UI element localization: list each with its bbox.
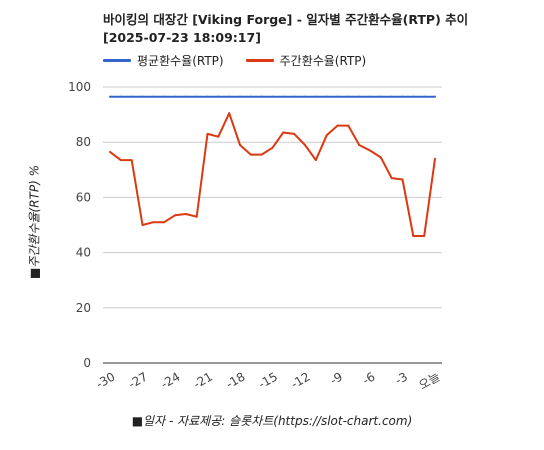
legend-item-average[interactable]: 평균환수율(RTP) [103,52,224,69]
x-tick-label: -24 [159,369,183,391]
data-point-s1-29 [423,235,426,238]
data-point-s0-4 [152,95,155,98]
chart-title-line1: 바이킹의 대장간 [Viking Forge] - 일자별 주간환수율(RTP)… [103,12,469,27]
data-point-s1-13 [249,153,252,156]
x-tick-label: -30 [94,369,118,391]
data-point-s1-16 [282,131,285,134]
data-point-s1-27 [401,178,404,181]
x-tick-label: -9 [328,369,345,387]
y-axis-title: ■주간환수율(RTP) % [27,164,42,280]
data-point-s0-10 [217,95,220,98]
legend-label-average: 평균환수율(RTP) [137,54,224,68]
chart-title-line2: [2025-07-23 18:09:17] [103,30,261,45]
data-point-s1-9 [206,132,209,135]
x-tick-label: -27 [126,369,150,391]
data-point-s0-15 [271,95,274,98]
data-point-s1-25 [379,156,382,159]
data-point-s0-21 [336,95,339,98]
data-point-s0-9 [206,95,209,98]
data-point-s1-20 [325,134,328,137]
data-point-s0-24 [369,95,371,98]
series-layer [109,95,436,238]
chart-legend: 평균환수율(RTP) 주간환수율(RTP) [103,52,366,69]
data-point-s1-4 [152,221,155,224]
y-tick-label: 100 [68,80,91,94]
data-point-s1-21 [336,124,339,127]
data-point-s0-8 [195,95,198,98]
data-point-s0-11 [228,95,231,98]
data-point-s1-18 [304,143,306,146]
chart-title: 바이킹의 대장간 [Viking Forge] - 일자별 주간환수율(RTP)… [103,11,468,47]
data-point-s0-5 [163,95,166,98]
data-point-s1-6 [174,214,176,217]
data-point-s1-0 [109,150,111,153]
data-point-s0-18 [304,95,306,98]
data-point-s0-6 [174,95,176,98]
data-point-s0-7 [184,95,187,98]
data-point-s0-12 [239,95,241,98]
data-point-s1-3 [141,224,144,226]
series-line-1 [109,112,436,237]
y-tick-labels: 0 20 40 60 80 100 [68,80,91,370]
y-tick-label: 40 [76,246,91,260]
data-point-s0-27 [401,95,404,98]
data-point-s0-26 [390,95,393,98]
data-point-s0-22 [347,95,350,98]
y-tick-label: 80 [76,135,91,149]
legend-label-weekly: 주간환수율(RTP) [279,54,367,68]
data-point-s0-29 [423,95,426,98]
legend-swatch-weekly [245,59,274,62]
data-point-s1-5 [163,221,166,224]
data-point-s1-8 [195,215,198,218]
data-point-s1-7 [184,212,187,215]
data-point-s0-14 [260,95,263,98]
x-tick-label: -3 [393,369,410,387]
y-tick-label: 60 [76,190,91,204]
data-point-s0-19 [314,95,317,98]
data-point-s0-23 [358,95,361,98]
data-point-s1-14 [260,153,263,156]
data-point-s1-28 [412,235,415,238]
x-tick-label: 오늘 [416,369,442,392]
data-point-s0-16 [282,95,285,98]
data-point-s0-28 [412,95,415,98]
data-point-s1-12 [239,143,241,146]
data-point-s1-30 [434,157,436,160]
data-point-s1-22 [347,124,350,127]
data-point-s1-24 [369,149,371,152]
x-tick-label: -12 [289,369,313,391]
data-point-s1-1 [119,159,122,162]
x-axis-title: ■일자 - 자료제공: 슬롯차트(https://slot-chart.com) [131,414,413,428]
x-tick-label: -6 [360,369,377,387]
data-point-s0-2 [130,95,133,98]
data-point-s1-19 [314,159,317,162]
grid-layer [103,86,442,364]
data-point-s0-25 [379,95,382,98]
data-point-s0-20 [325,95,328,98]
data-point-s0-17 [293,95,296,98]
data-point-s1-11 [228,112,231,115]
data-point-s0-30 [434,95,436,98]
data-point-s0-13 [249,95,252,98]
x-tick-label: -15 [256,369,280,391]
data-point-s1-2 [130,159,133,162]
data-point-s0-0 [109,95,111,98]
data-point-s0-1 [119,95,122,98]
legend-swatch-average [103,59,131,62]
x-tick-label: -18 [224,369,248,391]
data-point-s1-17 [293,132,296,135]
x-tick-labels: -30 -27 -24 -21 -18 -15 -12 -9 -6 -3 오늘 [94,369,443,392]
x-tick-label: -21 [191,369,215,391]
y-tick-label: 0 [83,356,91,370]
y-tick-label: 20 [76,301,91,315]
data-point-s1-15 [271,146,274,149]
legend-item-weekly[interactable]: 주간환수율(RTP) [245,52,367,69]
data-point-s1-23 [358,143,361,146]
data-point-s1-10 [217,135,220,138]
data-point-s0-3 [141,95,144,98]
data-point-s1-26 [390,177,393,180]
